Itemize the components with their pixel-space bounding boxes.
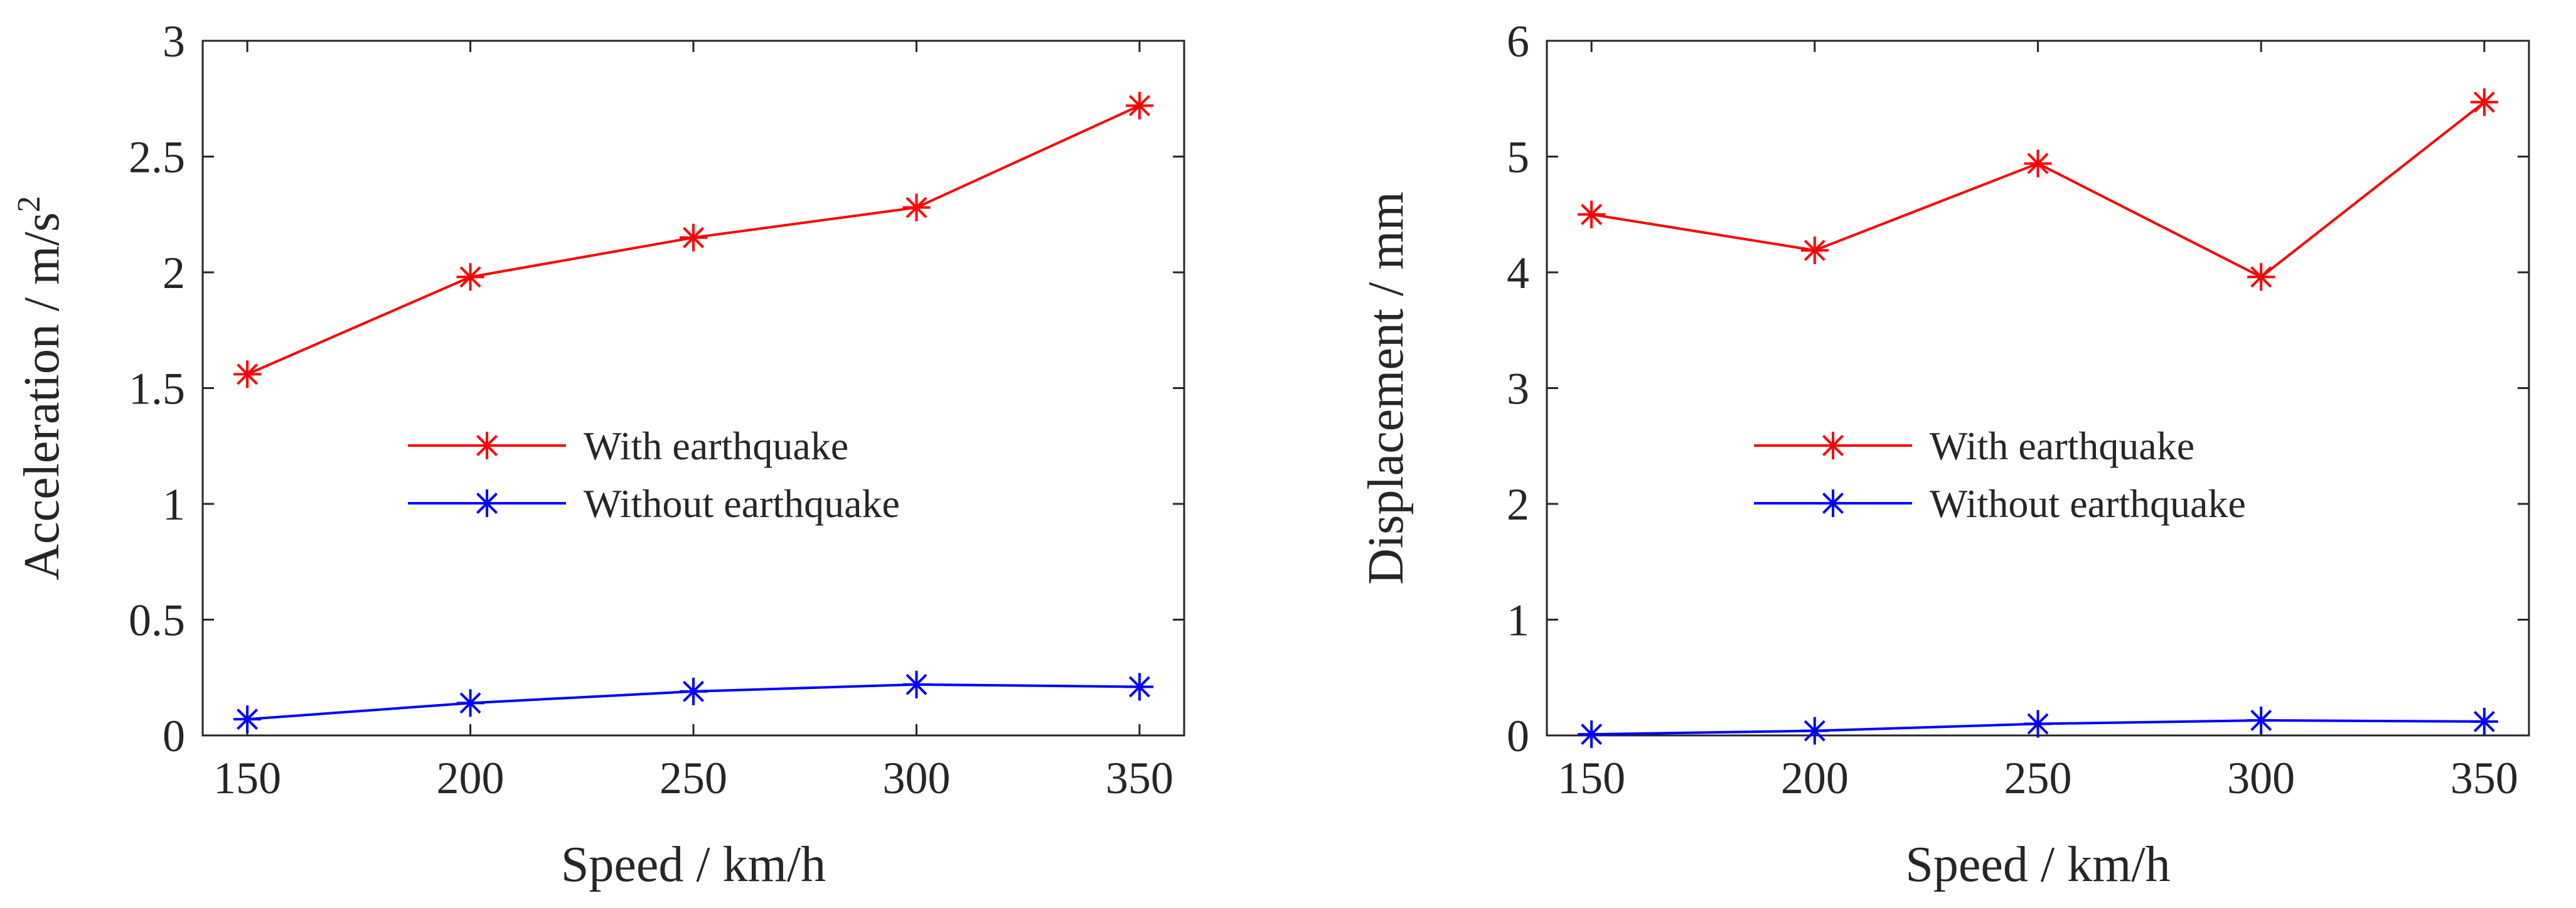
y-tick-label: 2: [1507, 479, 1529, 530]
y-tick-label: 3: [1507, 364, 1529, 414]
data-point: [1125, 92, 1153, 120]
x-tick-label: 200: [437, 753, 505, 803]
legend-marker: [1819, 489, 1847, 517]
x-tick-label: 300: [882, 753, 950, 803]
axes-frame: [1546, 40, 2530, 737]
y-tick-label: 0.5: [129, 596, 185, 646]
data-point: [1800, 236, 1829, 264]
x-tick-label: 150: [1558, 753, 1625, 803]
x-tick-label: 350: [1106, 753, 1173, 803]
y-axis-label: Acceleration / m/s2: [11, 196, 70, 580]
data-point: [2024, 149, 2052, 178]
chart-panel-2: 150 200 250 300 350 0 1 2 3 4 5 6 Speed / km/h Displa…: [1359, 16, 2530, 892]
legend-item: Without earthquake: [1754, 481, 2246, 526]
legend-item: With earthquake: [1754, 424, 2194, 468]
y-tick-label: 2.5: [129, 132, 185, 183]
data-point: [1800, 717, 1829, 745]
legend-marker: [473, 489, 501, 517]
data-point: [902, 670, 931, 698]
y-tick-label: 0: [163, 711, 185, 761]
legend: With earthquake Without earthquake: [408, 424, 900, 526]
data-point: [456, 689, 484, 717]
x-tick-label: 250: [2004, 753, 2072, 803]
x-tick-label: 300: [2227, 753, 2295, 803]
chart-panel-1: 150 200 250 300 350 0 0.5 1 1.5 2 2.5 3 Speed / km/h…: [11, 16, 1185, 892]
series-1: [233, 92, 1153, 388]
legend-item: With earthquake: [408, 424, 848, 468]
y-tick-label: 1: [1507, 596, 1529, 646]
axes-frame: [201, 40, 1185, 737]
data-point: [1578, 200, 1606, 228]
series-2: [233, 670, 1153, 734]
x-axis-label: Speed / km/h: [1905, 837, 2170, 892]
data-point: [680, 223, 707, 252]
y-tick-label: 2: [163, 248, 185, 298]
data-point: [680, 677, 707, 705]
data-point: [2247, 263, 2275, 291]
y-tick-label: 1.5: [129, 364, 185, 414]
x-tick-label: 350: [2450, 753, 2518, 803]
legend-marker: [473, 432, 501, 459]
data-point: [2470, 88, 2498, 116]
data-point: [902, 193, 931, 222]
data-point: [2470, 707, 2498, 735]
data-point: [2247, 707, 2275, 735]
series-2: [1578, 707, 2498, 749]
data-point: [2024, 710, 2052, 738]
y-tick-label: 5: [1507, 132, 1529, 183]
data-point: [1125, 673, 1153, 701]
legend-marker: [1819, 432, 1847, 459]
x-tick-label: 250: [660, 753, 727, 803]
data-point: [233, 360, 262, 388]
y-axis-label-superscript: 2: [11, 196, 47, 212]
y-tick-label: 4: [1507, 248, 1529, 298]
y-tick-label: 3: [163, 16, 185, 67]
legend: With earthquake Without earthquake: [1754, 424, 2246, 526]
y-tick-label: 1: [163, 479, 185, 530]
legend-label: Without earthquake: [584, 481, 900, 526]
data-point: [456, 263, 484, 291]
series-1: [1578, 88, 2498, 291]
legend-label: With earthquake: [584, 424, 848, 468]
legend-label: With earthquake: [1930, 424, 2194, 468]
x-tick-label: 150: [213, 753, 281, 803]
y-axis-label: Displacement / mm: [1359, 191, 1414, 585]
legend-item: Without earthquake: [408, 481, 900, 526]
y-tick-label: 6: [1507, 16, 1529, 67]
series-line: [1591, 101, 2486, 279]
data-point: [1578, 720, 1606, 749]
x-axis-label: Speed / km/h: [561, 837, 826, 892]
legend-label: Without earthquake: [1930, 481, 2246, 526]
data-point: [233, 705, 262, 734]
y-tick-label: 0: [1507, 711, 1529, 761]
x-tick-label: 200: [1781, 753, 1849, 803]
